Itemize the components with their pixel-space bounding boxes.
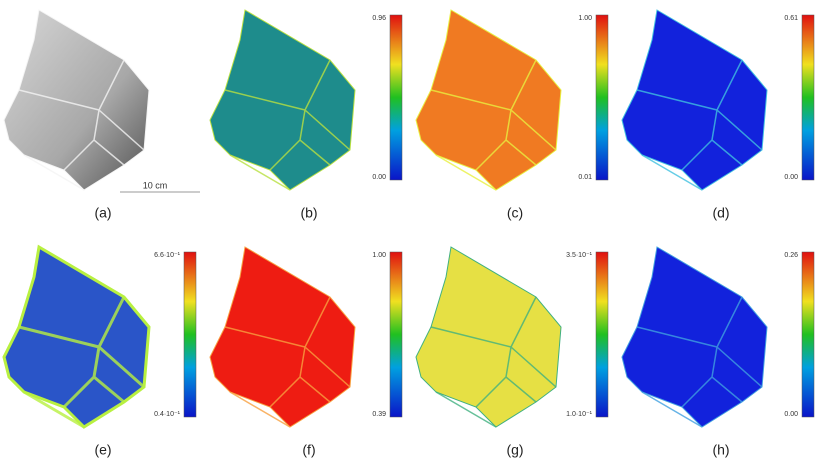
rock-render bbox=[415, 9, 562, 191]
panel-label: (e) bbox=[94, 442, 111, 458]
colorbar-max: 0.26 bbox=[784, 252, 798, 259]
colorbar-min: 0.00 bbox=[784, 411, 798, 418]
panel-label: (f) bbox=[302, 442, 315, 458]
colorbar bbox=[389, 251, 403, 418]
colorbar bbox=[389, 14, 403, 181]
panel: (a) 10 cm bbox=[3, 9, 200, 221]
scale-bar-label: 10 cm bbox=[143, 180, 168, 190]
colorbar bbox=[801, 14, 815, 181]
rock-render bbox=[209, 9, 356, 191]
rock-render bbox=[415, 246, 562, 428]
panel: (h) 0.26 0.00 bbox=[621, 246, 815, 458]
colorbar-max: 1.00 bbox=[578, 15, 592, 22]
rock-render bbox=[2, 245, 151, 429]
rock-render bbox=[209, 246, 356, 428]
colorbar bbox=[595, 14, 609, 181]
panel-label: (c) bbox=[507, 205, 523, 221]
colorbar-min: 1.0·10⁻¹ bbox=[566, 411, 593, 418]
colorbar bbox=[183, 251, 197, 418]
panel: (e) 6.6·10⁻¹ 0.4·10⁻¹ bbox=[2, 245, 197, 458]
colorbar-max: 6.6·10⁻¹ bbox=[154, 252, 181, 259]
panels: (a) 10 cm (b) 0.96 0.00 (c) 1.00 0.01 (d) 0.61 0.0… bbox=[2, 9, 815, 458]
rock-render bbox=[3, 9, 150, 191]
colorbar-max: 3.5·10⁻¹ bbox=[566, 252, 593, 259]
panel: (c) 1.00 0.01 bbox=[415, 9, 609, 221]
panel-label: (g) bbox=[506, 442, 523, 458]
panel-label: (a) bbox=[94, 205, 111, 221]
colorbar-min: 0.00 bbox=[372, 174, 386, 181]
panel-label: (b) bbox=[300, 205, 317, 221]
panel: (b) 0.96 0.00 bbox=[209, 9, 403, 221]
rock-render bbox=[621, 246, 768, 428]
colorbar-min: 0.01 bbox=[578, 174, 592, 181]
colorbar-min: 0.00 bbox=[784, 174, 798, 181]
colorbar-min: 0.4·10⁻¹ bbox=[154, 411, 181, 418]
panel: (g) 3.5·10⁻¹ 1.0·10⁻¹ bbox=[415, 246, 609, 458]
colorbar bbox=[595, 251, 609, 418]
colorbar bbox=[801, 251, 815, 418]
panel-label: (d) bbox=[712, 205, 729, 221]
colorbar-max: 0.61 bbox=[784, 15, 798, 22]
colorbar-max: 0.96 bbox=[372, 15, 386, 22]
panel-label: (h) bbox=[712, 442, 729, 458]
colorbar-max: 1.00 bbox=[372, 252, 386, 259]
rock-render bbox=[621, 9, 768, 191]
panel: (d) 0.61 0.00 bbox=[621, 9, 815, 221]
colorbar-min: 0.39 bbox=[372, 411, 386, 418]
panel: (f) 1.00 0.39 bbox=[209, 246, 403, 458]
